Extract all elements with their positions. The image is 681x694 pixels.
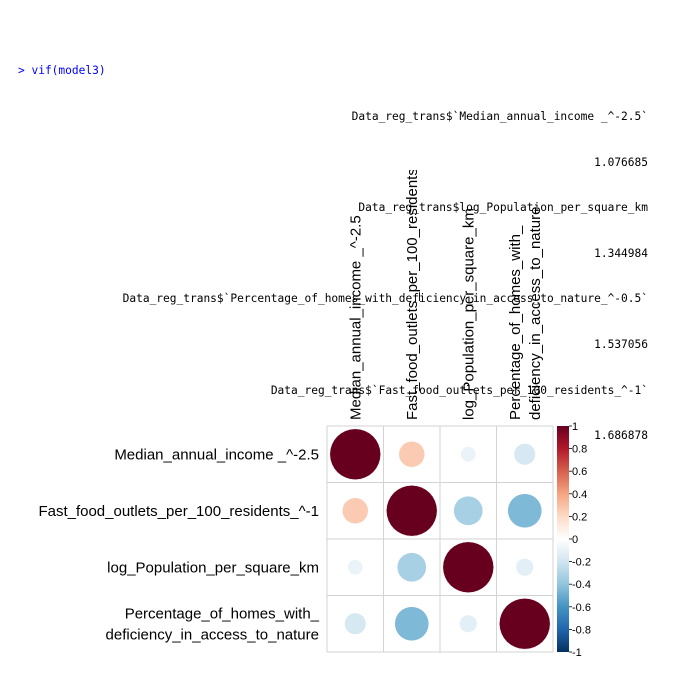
col-label-2: log_Population_per_square_km [460,208,477,420]
vif-value-4: 1.686878 [594,429,648,443]
r-console-output: > vif(model3) Data_reg_trans$`Median_ann… [18,33,648,459]
colorbar-tick-label: 0.2 [572,511,587,523]
vif-line-1: Data_reg_trans$`Median_annual_income _^-… [351,110,648,124]
col-label-0: Median_annual_income _^-2.5 [347,215,364,420]
corr-circle-1-2 [453,495,484,526]
corr-circle-3-0 [344,612,367,635]
vif-value-1: 1.076685 [594,155,648,169]
corr-grid [326,425,554,653]
colorbar-tick-label: -1 [572,647,582,659]
vif-value-3: 1.537056 [594,338,648,352]
colorbar-tick-label: -0.4 [572,579,591,591]
corr-circle-2-0 [347,559,364,576]
vif-value-2: 1.344984 [594,246,648,260]
corr-circle-3-3 [499,598,551,650]
corr-circle-1-1 [386,485,438,537]
colorbar-tick-label: -0.8 [572,624,591,636]
colorbar-tick-label: 0.6 [572,466,587,478]
row-label-3-line0: Percentage_of_homes_with_ [125,605,320,622]
vif-line-4: Data_reg_trans$`Fast_food_outlets_per_10… [270,383,648,397]
row-label-1: Fast_food_outlets_per_100_residents_^-1 [38,503,319,520]
corr-circle-2-1 [396,552,427,583]
corr-circle-1-3 [507,493,543,529]
console-command: > vif(model3) [18,64,106,78]
corr-circle-2-3 [515,558,534,577]
vif-line-2: Data_reg_trans$log_Population_per_square… [358,201,648,215]
corr-circle-0-2 [460,446,477,463]
colorbar-tick-label: 0 [572,534,578,546]
row-label-3-line1: deficiency_in_access_to_nature [106,626,319,643]
col-label-3-line0: Percentage_of_homes_with_ [507,225,524,420]
colorbar-tick-label: 1 [572,421,578,433]
correlation-plot: Median_annual_income _^-2.5 Fast_food_out… [38,170,591,659]
corr-circle-2-2 [442,541,494,593]
colorbar-tick-label: 0.4 [572,489,587,501]
corr-circle-0-0 [329,428,381,480]
colorbar-tick-label: -0.6 [572,602,591,614]
vif-line-3: Data_reg_trans$`Percentage_of_homes_with… [122,292,648,306]
colorbar-tick-label: -0.2 [572,557,591,569]
row-label-2: log_Population_per_square_km [107,559,319,576]
colorbar-tick-label: 0.8 [572,444,587,456]
col-label-1: Fast_food_outlets_per_100_residents_^-1 [404,170,421,420]
corr-circle-1-0 [342,497,369,524]
corr-circle-3-1 [394,606,430,642]
row-label-0: Median_annual_income _^-2.5 [114,446,319,463]
corr-circle-0-1 [398,441,425,468]
colorbar [557,426,569,652]
corr-circle-3-2 [459,614,478,633]
corr-circle-0-3 [513,443,536,466]
col-label-3-line1: deficiency_in_access_to_nature [527,207,544,420]
